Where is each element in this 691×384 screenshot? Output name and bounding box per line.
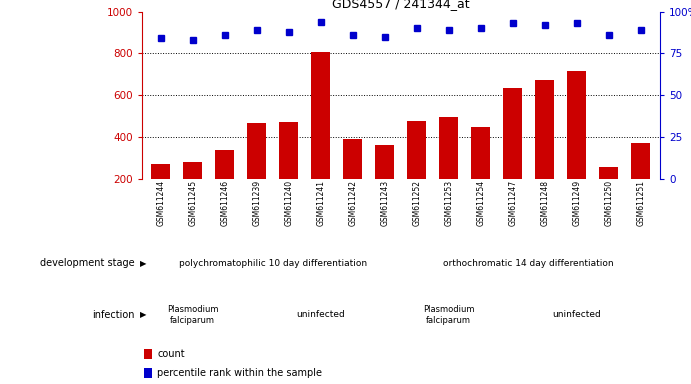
Bar (401, 286, 497, 344)
Bar (567, 71, 587, 220)
Bar (407, 121, 426, 220)
Bar (144, 349, 152, 359)
Text: uninfected: uninfected (296, 310, 346, 319)
Bar (279, 122, 299, 220)
Text: infection: infection (92, 310, 135, 320)
Text: uninfected: uninfected (552, 310, 601, 319)
Text: GSM611247: GSM611247 (509, 180, 518, 226)
Text: GSM611250: GSM611250 (604, 180, 613, 226)
Text: GSM611245: GSM611245 (189, 180, 198, 226)
Text: GSM611239: GSM611239 (252, 180, 261, 226)
Bar (503, 88, 522, 220)
Text: ▶: ▶ (140, 258, 146, 268)
Bar (439, 117, 458, 220)
Text: GSM611243: GSM611243 (380, 180, 389, 226)
Text: ▶: ▶ (140, 310, 146, 319)
Text: GSM611251: GSM611251 (636, 180, 645, 226)
Bar (151, 164, 171, 220)
Bar (535, 80, 554, 220)
Text: GSM611248: GSM611248 (540, 180, 549, 226)
Bar (144, 368, 152, 378)
Text: Plasmodium
falciparum: Plasmodium falciparum (423, 305, 475, 324)
Bar (375, 145, 395, 220)
Text: GSM611244: GSM611244 (156, 180, 165, 226)
Bar (311, 52, 330, 220)
Text: GSM611240: GSM611240 (284, 180, 293, 226)
Text: Plasmodium
falciparum: Plasmodium falciparum (167, 305, 218, 324)
Bar (247, 123, 267, 220)
Text: GSM611246: GSM611246 (220, 180, 229, 226)
Text: orthochromatic 14 day differentiation: orthochromatic 14 day differentiation (444, 258, 614, 268)
Title: GDS4557 / 241344_at: GDS4557 / 241344_at (332, 0, 470, 10)
Text: development stage: development stage (40, 258, 135, 268)
Bar (599, 167, 618, 220)
Text: GSM611254: GSM611254 (476, 180, 485, 226)
Bar (215, 151, 234, 220)
Text: GSM611252: GSM611252 (413, 180, 422, 226)
Text: GSM611242: GSM611242 (348, 180, 357, 226)
Bar (343, 139, 362, 220)
Text: GSM611253: GSM611253 (444, 180, 453, 226)
Text: GSM611241: GSM611241 (316, 180, 325, 226)
Text: GSM611249: GSM611249 (572, 180, 581, 226)
Text: percentile rank within the sample: percentile rank within the sample (157, 368, 322, 378)
Bar (145, 286, 241, 344)
Bar (183, 162, 202, 220)
Text: polychromatophilic 10 day differentiation: polychromatophilic 10 day differentiatio… (179, 258, 367, 268)
Bar (471, 127, 491, 220)
Bar (631, 143, 650, 220)
Text: count: count (157, 349, 184, 359)
